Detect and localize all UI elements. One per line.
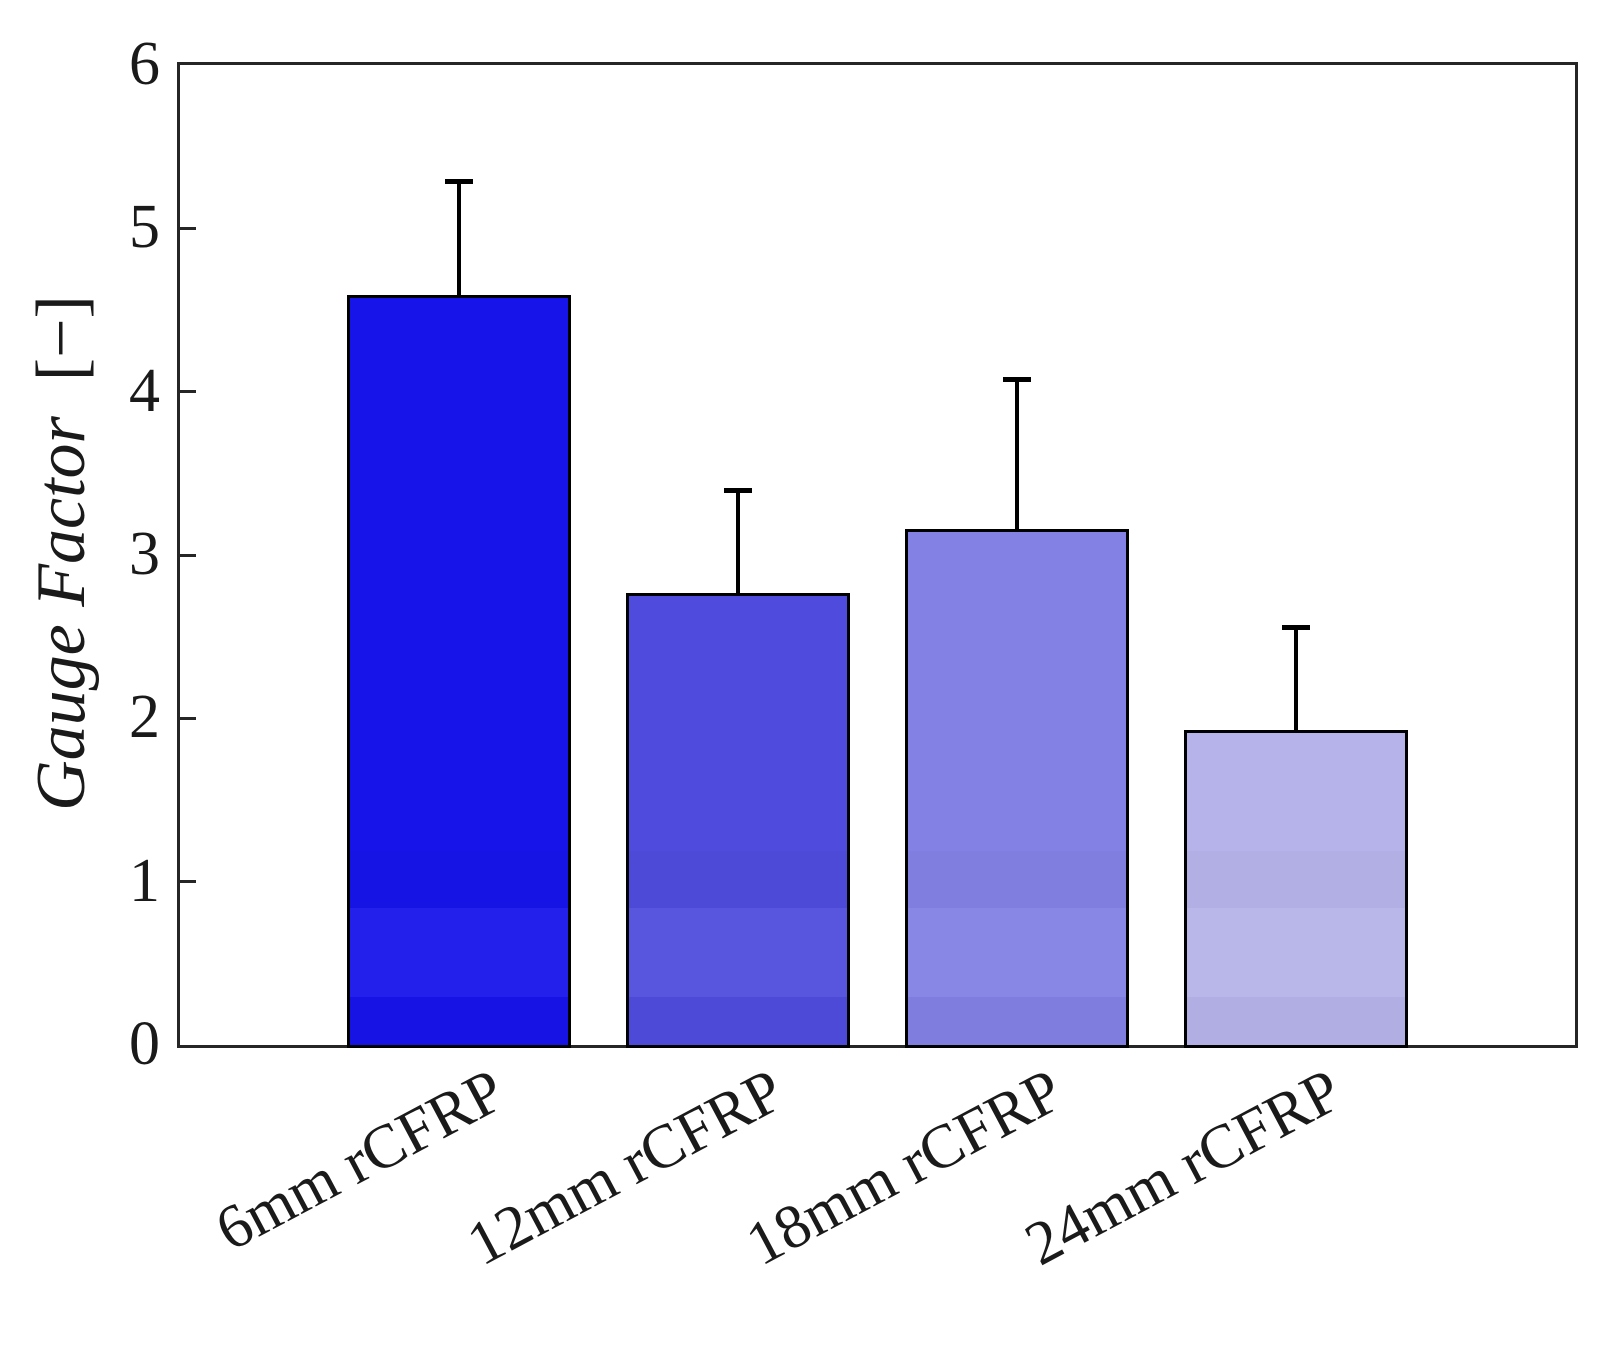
bar-18mm-rcfrp: [905, 528, 1129, 1048]
y-tick-label: 5: [129, 193, 160, 262]
y-tick-mark: [180, 880, 196, 884]
error-bar-cap: [1282, 624, 1310, 630]
y-tick-mark: [180, 390, 196, 394]
y-axis-label-unit-brackets: [−]: [23, 295, 100, 382]
bar-shade-band: [629, 997, 846, 1045]
x-tick-label-12mm-rcfrp: 12mm rCFRP: [456, 1056, 794, 1279]
bar-shade-band: [908, 851, 1125, 908]
x-tick-label-24mm-rcfrp: 24mm rCFRP: [1014, 1056, 1352, 1279]
bar-shade-band: [350, 907, 568, 997]
bar-shade-band: [629, 851, 846, 908]
bar-shade-band: [1187, 907, 1405, 997]
bar-shade-band: [350, 997, 567, 1045]
error-bar-cap: [724, 487, 752, 493]
y-axis-label-unit: [23, 381, 100, 399]
bar-shade-band: [629, 907, 847, 997]
bar-shade-band: [908, 907, 1126, 997]
y-axis-label-text: Gauge Factor: [23, 416, 100, 811]
bar-shade-band: [1187, 997, 1404, 1045]
y-tick-label: 6: [129, 29, 160, 98]
y-tick-label: 4: [129, 356, 160, 425]
error-bar-cap: [1003, 376, 1031, 382]
error-bar-line: [457, 180, 461, 298]
bar-shade-band: [350, 851, 567, 908]
y-tick-mark: [180, 553, 196, 557]
y-tick-mark: [180, 226, 196, 230]
error-bar-cap: [445, 178, 473, 184]
bar-24mm-rcfrp: [1184, 729, 1408, 1048]
error-bar-line: [736, 489, 740, 595]
error-bar-line: [1015, 378, 1019, 531]
bar-shade-band: [1187, 851, 1404, 908]
y-tick-label: 2: [129, 683, 160, 752]
y-tick-label: 3: [129, 519, 160, 588]
error-bar-line: [1294, 626, 1298, 732]
y-tick-label: 0: [129, 1009, 160, 1078]
bar-shade-band: [908, 997, 1125, 1045]
bar-12mm-rcfrp: [626, 592, 850, 1048]
bar-6mm-rcfrp: [347, 295, 571, 1048]
y-tick-label: 1: [129, 846, 160, 915]
y-axis-label: Gauge Factor [−]: [23, 295, 100, 811]
y-tick-mark: [180, 716, 196, 720]
x-tick-label-18mm-rcfrp: 18mm rCFRP: [735, 1056, 1073, 1279]
